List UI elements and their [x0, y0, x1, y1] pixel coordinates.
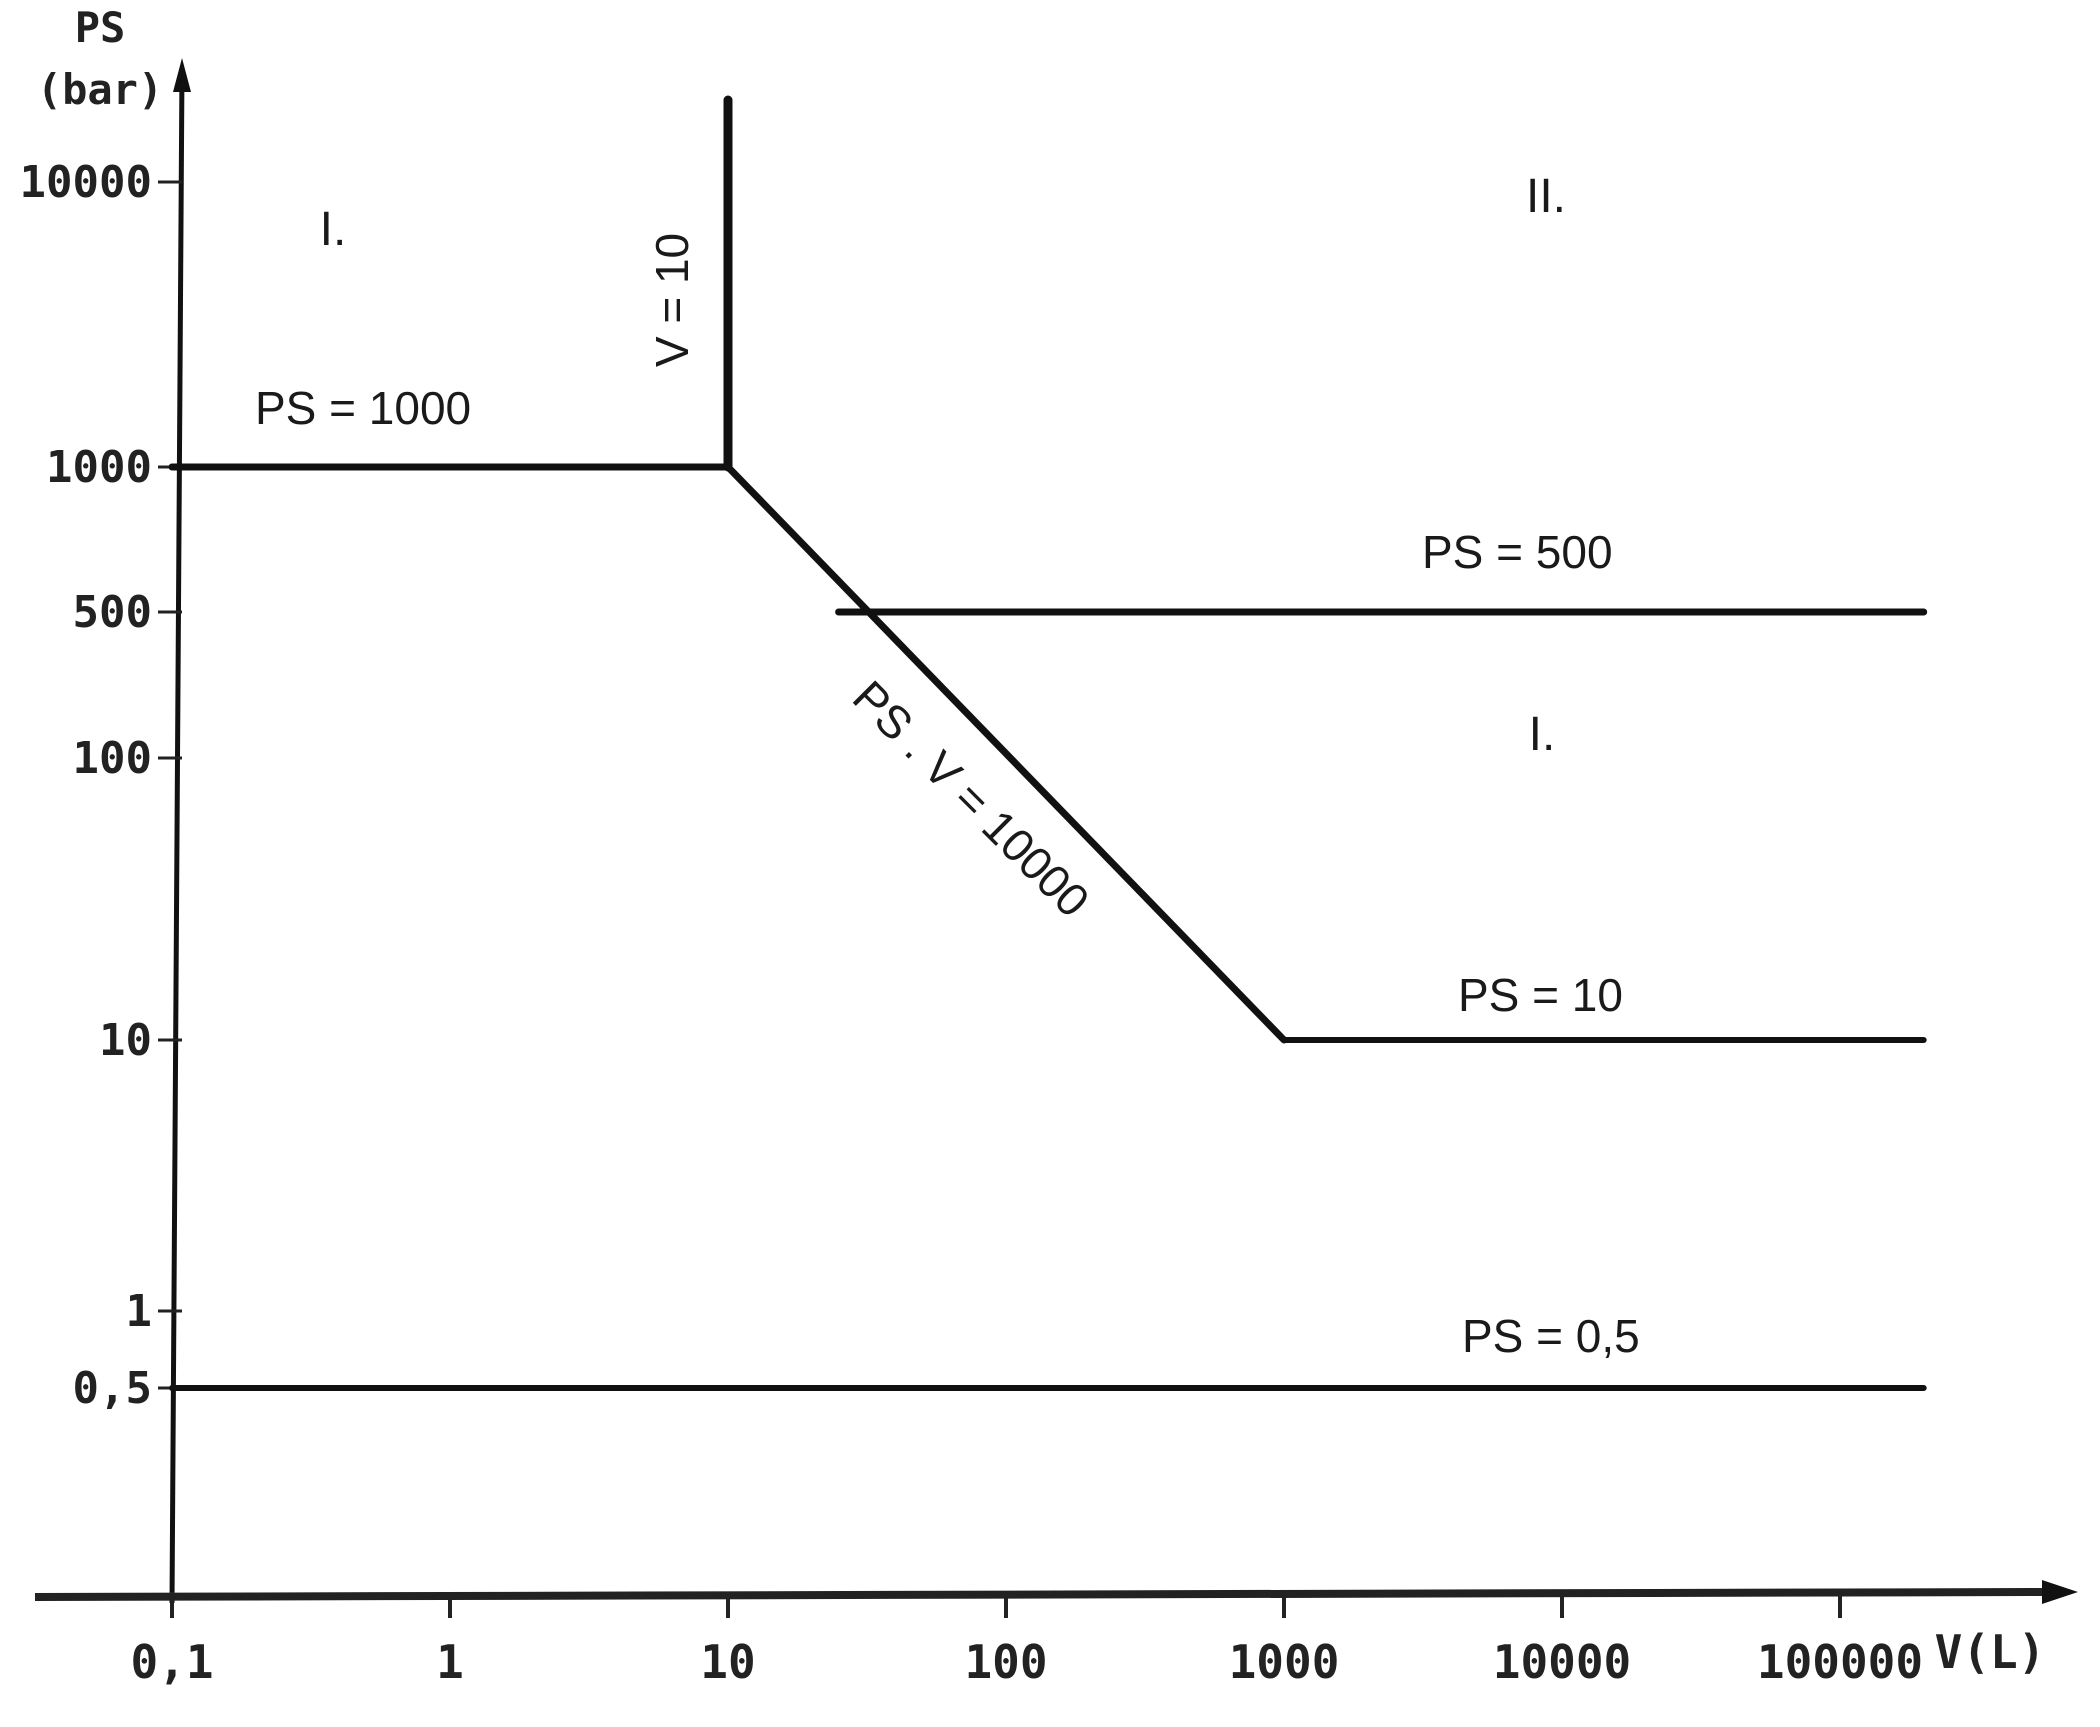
- series-label-v-10: V = 10: [646, 233, 698, 367]
- x-tick-label-1: 1: [436, 1635, 464, 1689]
- x-axis-line: [34, 1588, 2053, 1601]
- y-tick-label-500: 500: [73, 587, 152, 638]
- y-tick-label-10: 10: [99, 1015, 152, 1066]
- x-tick-label-100: 100: [964, 1635, 1047, 1689]
- x-tick-label-1000: 1000: [1229, 1635, 1340, 1689]
- series-label-ps-v-10000: PS . V = 10000: [843, 670, 1099, 926]
- y-axis-unit: (bar): [37, 65, 163, 114]
- x-tick-label-10000: 10000: [1493, 1635, 1631, 1689]
- x-tick-label-0-1: 0,1: [130, 1635, 213, 1689]
- series-label-ps-1000: PS = 1000: [255, 382, 471, 434]
- series-lines: [168, 95, 1928, 1391]
- region-label-3: I.: [1529, 708, 1556, 761]
- region-label-2: II.: [1526, 170, 1566, 223]
- series-label-ps-0-5: PS = 0,5: [1462, 1310, 1640, 1362]
- x-axis-arrow-icon: [2042, 1580, 2078, 1604]
- series-label-ps-10: PS = 10: [1458, 969, 1623, 1021]
- y-axis-title: PS: [75, 3, 126, 52]
- y-tick-label-1: 1: [126, 1286, 153, 1337]
- series-line-ps-v-10000: [724, 463, 1288, 1044]
- y-tick-label-100: 100: [73, 733, 152, 784]
- y-tick-label-10000: 10000: [20, 157, 152, 208]
- labels: 0,1 1 10 100 1000 10000 100000 10000 1000 500 100 1…: [20, 3, 2046, 1689]
- x-tick-label-10: 10: [700, 1635, 755, 1689]
- y-tick-label-1000: 1000: [46, 442, 152, 493]
- axes: [34, 58, 2078, 1618]
- x-tick-label-100000: 100000: [1757, 1635, 1923, 1689]
- y-axis-arrow-icon: [173, 58, 191, 92]
- x-axis-title: V(L): [1935, 1625, 2046, 1679]
- region-label-1: I.: [320, 203, 347, 256]
- y-axis-line: [169, 67, 185, 1604]
- series-label-ps-500: PS = 500: [1422, 526, 1613, 578]
- y-tick-label-0-5: 0,5: [73, 1363, 152, 1414]
